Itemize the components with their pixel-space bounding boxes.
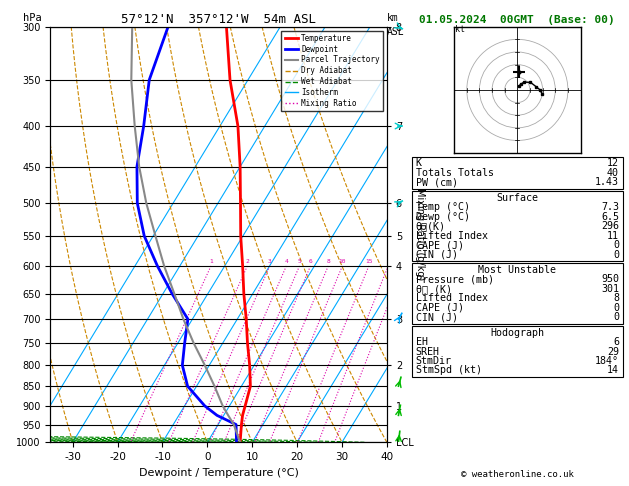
Text: 296: 296: [601, 221, 619, 231]
Title: 57°12'N  357°12'W  54m ASL: 57°12'N 357°12'W 54m ASL: [121, 13, 316, 26]
X-axis label: Dewpoint / Temperature (°C): Dewpoint / Temperature (°C): [138, 468, 299, 478]
Text: 0: 0: [613, 312, 619, 322]
Text: Dewp (°C): Dewp (°C): [416, 211, 470, 222]
Text: 01.05.2024  00GMT  (Base: 00): 01.05.2024 00GMT (Base: 00): [420, 15, 615, 25]
Text: SREH: SREH: [416, 347, 440, 357]
Text: 1.43: 1.43: [595, 177, 619, 188]
Text: Hodograph: Hodograph: [491, 328, 544, 338]
Text: hPa: hPa: [23, 13, 42, 22]
Text: θᴇ(K): θᴇ(K): [416, 221, 446, 231]
Text: km: km: [387, 13, 399, 22]
Text: Temp (°C): Temp (°C): [416, 202, 470, 212]
Text: 950: 950: [601, 274, 619, 284]
Text: 6: 6: [613, 337, 619, 347]
Text: 184°: 184°: [595, 356, 619, 366]
Text: Lifted Index: Lifted Index: [416, 230, 487, 241]
Text: Totals Totals: Totals Totals: [416, 168, 494, 178]
Text: CAPE (J): CAPE (J): [416, 240, 464, 250]
Text: 12: 12: [607, 158, 619, 169]
Y-axis label: Mixing Ratio (g/kg): Mixing Ratio (g/kg): [415, 189, 425, 280]
Text: CIN (J): CIN (J): [416, 312, 458, 322]
Text: Surface: Surface: [496, 192, 538, 203]
Text: 0: 0: [613, 240, 619, 250]
Text: © weatheronline.co.uk: © weatheronline.co.uk: [461, 469, 574, 479]
Text: 0: 0: [613, 249, 619, 260]
Text: 6.5: 6.5: [601, 211, 619, 222]
Text: 29: 29: [607, 347, 619, 357]
Legend: Temperature, Dewpoint, Parcel Trajectory, Dry Adiabat, Wet Adiabat, Isotherm, Mi: Temperature, Dewpoint, Parcel Trajectory…: [281, 31, 383, 111]
Text: PW (cm): PW (cm): [416, 177, 458, 188]
Text: θᴇ (K): θᴇ (K): [416, 284, 452, 294]
Text: 1: 1: [209, 259, 213, 264]
Text: 15: 15: [365, 259, 372, 264]
Text: 10: 10: [338, 259, 346, 264]
Text: 2: 2: [245, 259, 249, 264]
Text: CIN (J): CIN (J): [416, 249, 458, 260]
Text: 301: 301: [601, 284, 619, 294]
Text: 4: 4: [284, 259, 288, 264]
Text: ASL: ASL: [387, 27, 404, 37]
Text: StmDir: StmDir: [416, 356, 452, 366]
Text: 5: 5: [298, 259, 301, 264]
Text: Lifted Index: Lifted Index: [416, 294, 487, 303]
Text: 0: 0: [613, 303, 619, 313]
Text: 40: 40: [607, 168, 619, 178]
Text: 7.3: 7.3: [601, 202, 619, 212]
Text: 14: 14: [607, 365, 619, 376]
Text: Most Unstable: Most Unstable: [478, 265, 557, 275]
Text: kt: kt: [455, 25, 465, 34]
Text: 3: 3: [268, 259, 272, 264]
Text: 11: 11: [607, 230, 619, 241]
Text: Pressure (mb): Pressure (mb): [416, 274, 494, 284]
Text: StmSpd (kt): StmSpd (kt): [416, 365, 482, 376]
Text: 8: 8: [613, 294, 619, 303]
Text: 6: 6: [309, 259, 313, 264]
Text: EH: EH: [416, 337, 428, 347]
Text: K: K: [416, 158, 422, 169]
Text: CAPE (J): CAPE (J): [416, 303, 464, 313]
Text: 8: 8: [326, 259, 330, 264]
